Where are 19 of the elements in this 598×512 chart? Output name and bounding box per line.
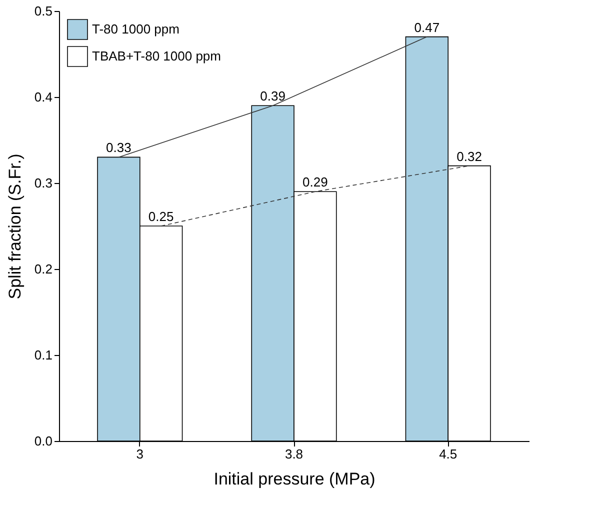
data-label: 0.32 bbox=[456, 148, 482, 164]
y-tick-label: 0.2 bbox=[34, 262, 52, 276]
data-label: 0.29 bbox=[302, 174, 328, 190]
data-label: 0.25 bbox=[148, 209, 174, 224]
data-label: 0.39 bbox=[260, 88, 286, 104]
data-label: 0.47 bbox=[414, 20, 440, 35]
legend-label: T-80 1000 ppm bbox=[92, 22, 180, 36]
data-label: 0.33 bbox=[106, 140, 132, 156]
y-tick-label: 0.4 bbox=[34, 90, 52, 104]
x-tick-label: 3 bbox=[136, 446, 144, 462]
x-tick-label: 4.5 bbox=[439, 446, 458, 462]
y-tick-label: 0.0 bbox=[34, 434, 52, 448]
x-tick-label: 3.8 bbox=[284, 446, 304, 462]
y-axis-title: Split fraction (S.Fr.) bbox=[5, 154, 24, 300]
x-axis-title: Initial pressure (MPa) bbox=[214, 470, 376, 488]
y-tick-label: 0.3 bbox=[34, 176, 52, 190]
y-tick-label: 0.1 bbox=[34, 348, 52, 362]
y-tick-label: 0.5 bbox=[34, 4, 52, 18]
legend-label: TBAB+T-80 1000 ppm bbox=[92, 48, 221, 64]
